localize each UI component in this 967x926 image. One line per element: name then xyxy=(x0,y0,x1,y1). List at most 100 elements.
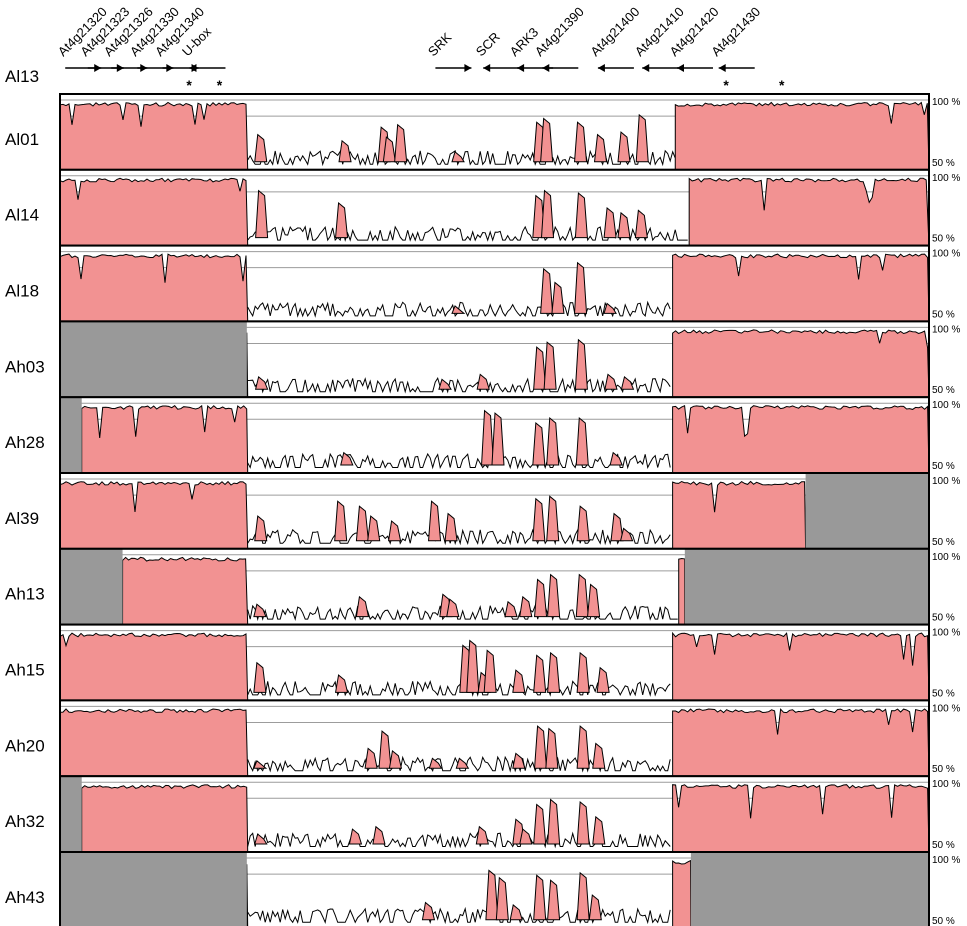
identity-peak xyxy=(619,527,634,542)
conserved-right-area xyxy=(672,480,807,550)
identity-peak xyxy=(534,578,548,618)
y-tick-100: 100 % xyxy=(932,249,960,260)
identity-peak xyxy=(255,189,269,239)
identity-peak xyxy=(634,209,648,239)
row-label: Al39 xyxy=(5,509,39,528)
row-label: Ah28 xyxy=(5,433,45,452)
identity-peak xyxy=(355,505,369,542)
identity-peak xyxy=(603,302,617,314)
y-tick-100: 100 % xyxy=(932,855,960,866)
identity-peak xyxy=(254,133,268,163)
identity-peak xyxy=(455,757,470,769)
identity-peak xyxy=(427,500,442,542)
identity-peak xyxy=(428,757,443,769)
identity-peak xyxy=(576,505,590,542)
identity-peak xyxy=(532,497,546,542)
y-tick-50: 50 % xyxy=(932,840,955,851)
y-tick-100: 100 % xyxy=(932,400,960,411)
gene-arrow-head xyxy=(597,64,605,72)
identity-trace xyxy=(247,603,678,622)
identity-peak xyxy=(574,338,588,390)
y-tick-50: 50 % xyxy=(932,309,955,320)
y-tick-50: 50 % xyxy=(932,916,955,926)
identity-peak xyxy=(519,595,533,618)
identity-trace xyxy=(247,376,671,394)
y-tick-100: 100 % xyxy=(932,628,960,639)
identity-peak xyxy=(546,495,560,542)
panel-al01: Al01 100 % 50 % xyxy=(5,93,960,171)
y-tick-50: 50 % xyxy=(932,613,955,624)
identity-peak xyxy=(451,305,466,314)
panel-ah15: Ah15 100 % 50 % xyxy=(5,623,960,702)
panel-ah43: Ah43 100 % 50 % xyxy=(5,851,960,926)
row-label: Ah43 xyxy=(5,888,45,907)
identity-peak xyxy=(575,417,589,466)
identity-peak xyxy=(444,512,458,542)
identity-peak xyxy=(533,346,547,390)
identity-peak xyxy=(372,825,386,845)
identity-peak xyxy=(446,598,460,618)
gene-arrow-head xyxy=(718,64,726,72)
identity-peak xyxy=(543,341,557,390)
panel-al18: Al18 100 % 50 % xyxy=(5,244,960,323)
identity-peak xyxy=(504,600,518,618)
identity-peak xyxy=(253,661,267,693)
identity-peak xyxy=(546,417,560,466)
identity-peak xyxy=(421,901,436,921)
identity-peak xyxy=(533,803,547,845)
conserved-left-area xyxy=(81,784,249,853)
panel-al39: Al39 100 % 50 % xyxy=(5,472,960,550)
identity-peak xyxy=(592,742,606,769)
gene-at4g21400: At4g21400 xyxy=(587,4,643,72)
missing-data-left xyxy=(60,776,82,852)
missing-data-left xyxy=(60,548,123,625)
y-tick-50: 50 % xyxy=(932,461,955,472)
panel-ah28: Ah28 100 % 50 % xyxy=(5,396,960,475)
conserved-left-area xyxy=(59,632,249,701)
conserved-right-area xyxy=(674,101,930,171)
y-tick-50: 50 % xyxy=(932,537,955,548)
row-label: Ah03 xyxy=(5,357,45,376)
panel-ah13: Ah13 100 % 50 % xyxy=(5,547,960,626)
identity-peak xyxy=(573,121,588,163)
row-label: Ah15 xyxy=(5,661,45,680)
conserved-left-area xyxy=(59,253,249,322)
identity-peak xyxy=(335,202,349,239)
identity-peak xyxy=(576,800,590,845)
identity-peak xyxy=(540,267,554,314)
identity-peak xyxy=(540,117,554,163)
identity-peak xyxy=(254,515,268,542)
gene-arrow-head xyxy=(542,64,550,72)
y-tick-50: 50 % xyxy=(932,158,955,169)
feature-star-marker: * xyxy=(723,77,729,93)
conserved-left-area xyxy=(81,404,249,474)
identity-peak xyxy=(635,113,649,163)
identity-peak xyxy=(574,261,588,314)
identity-peak xyxy=(545,727,559,769)
identity-peak xyxy=(620,375,635,390)
identity-peak xyxy=(588,894,602,921)
identity-peak xyxy=(495,876,509,921)
identity-peak xyxy=(512,752,526,769)
identity-peak xyxy=(254,833,268,845)
identity-peak xyxy=(476,373,490,390)
identity-peak xyxy=(532,421,546,466)
identity-peak xyxy=(367,515,381,542)
missing-data-left xyxy=(60,397,82,473)
missing-data-left xyxy=(60,321,247,398)
conserved-right-area xyxy=(672,631,930,701)
row-label: Al18 xyxy=(5,282,39,301)
missing-data-left xyxy=(60,852,247,926)
row-label: Ah32 xyxy=(5,812,45,831)
identity-peak xyxy=(576,725,590,769)
identity-peak xyxy=(451,151,465,163)
y-tick-100: 100 % xyxy=(932,779,960,790)
conserved-left-area xyxy=(59,708,249,777)
y-tick-50: 50 % xyxy=(932,234,955,245)
panel-ah03: Ah03 100 % 50 % xyxy=(5,320,960,399)
row-label: Ah20 xyxy=(5,736,45,755)
missing-data-right xyxy=(684,548,929,625)
identity-peak xyxy=(592,815,606,845)
missing-data-right xyxy=(690,852,929,926)
identity-peak xyxy=(394,123,408,163)
